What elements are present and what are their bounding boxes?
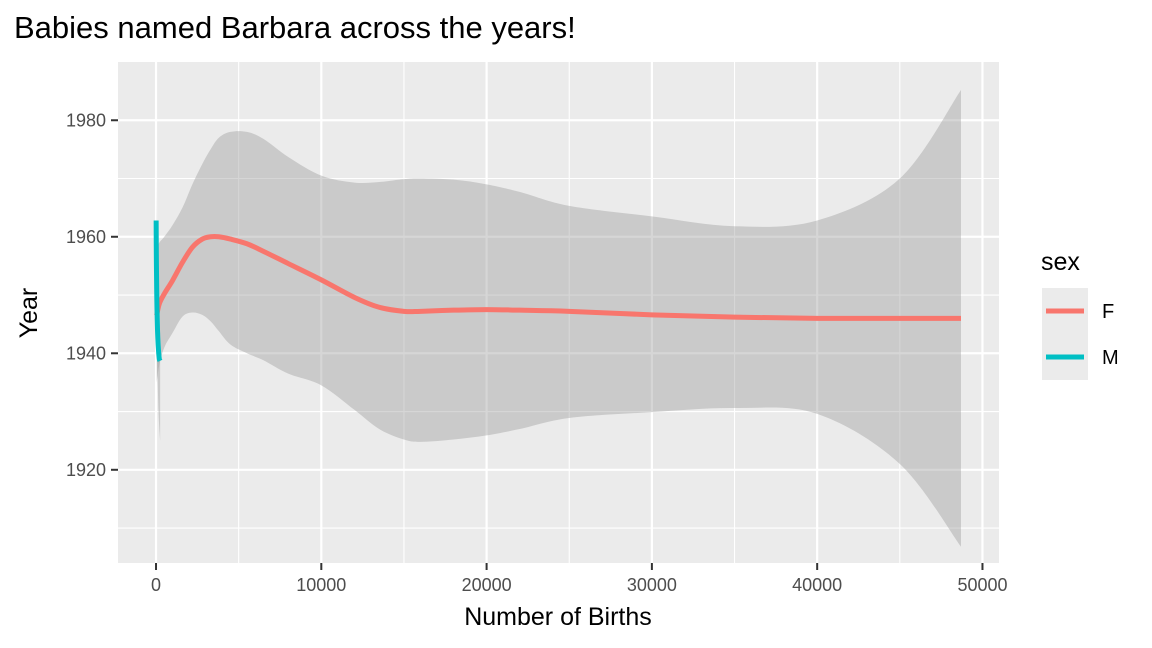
legend-label-M: M bbox=[1102, 347, 1119, 369]
legend: sex F M bbox=[1041, 248, 1119, 380]
y-tick-label: 1940 bbox=[66, 343, 106, 363]
y-tick-label: 1960 bbox=[66, 227, 106, 247]
x-axis: 0 10000 20000 30000 40000 50000 bbox=[151, 563, 1008, 595]
line-F bbox=[154, 233, 961, 321]
series-lines bbox=[153, 220, 961, 363]
x-tick-label: 40000 bbox=[792, 575, 842, 595]
line-M bbox=[153, 220, 163, 363]
x-tick-label: 10000 bbox=[296, 575, 346, 595]
x-axis-title: Number of Births bbox=[464, 603, 652, 631]
x-tick-label: 50000 bbox=[957, 575, 1007, 595]
y-tick-label: 1920 bbox=[66, 460, 106, 480]
grid-major bbox=[118, 62, 999, 563]
ribbon-F bbox=[156, 89, 961, 547]
x-tick-label: 20000 bbox=[462, 575, 512, 595]
legend-title: sex bbox=[1041, 248, 1080, 276]
y-axis: 1920 1940 1960 1980 bbox=[66, 110, 118, 480]
x-tick-label: 0 bbox=[151, 575, 161, 595]
ribbon-M bbox=[156, 166, 161, 441]
confidence-ribbons bbox=[156, 89, 961, 547]
y-axis-title: Year bbox=[15, 288, 43, 339]
legend-label-F: F bbox=[1102, 301, 1114, 323]
legend-key-background bbox=[1042, 288, 1088, 380]
x-tick-label: 30000 bbox=[627, 575, 677, 595]
grid-minor bbox=[118, 62, 999, 563]
y-tick-label: 1980 bbox=[66, 110, 106, 130]
chart-title: Babies named Barbara across the years! bbox=[14, 10, 576, 45]
